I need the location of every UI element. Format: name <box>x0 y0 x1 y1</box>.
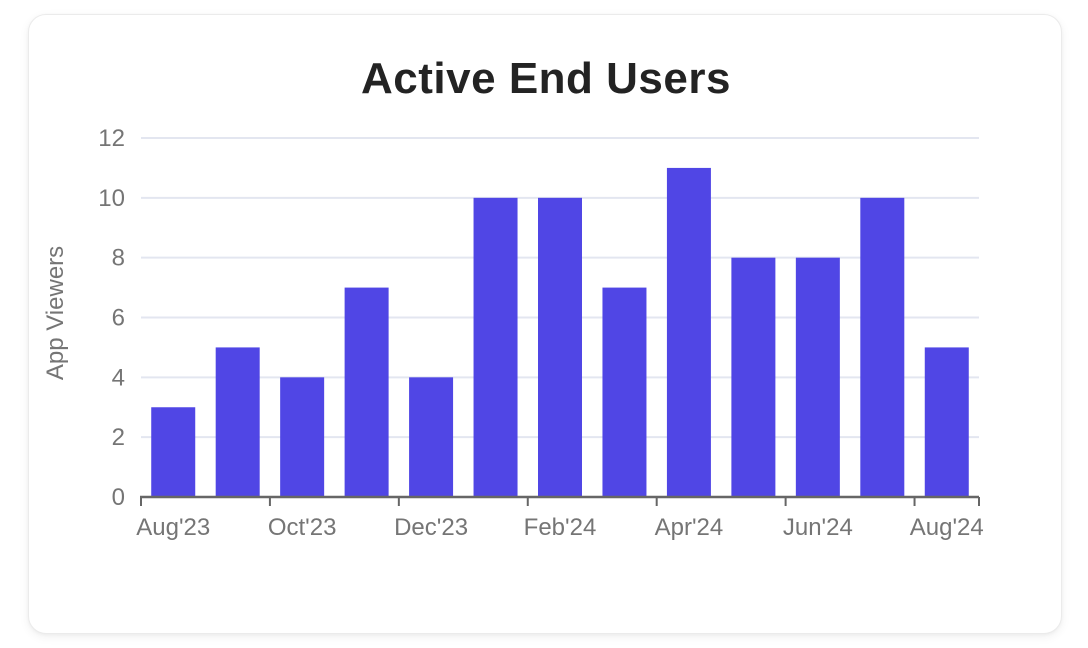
x-tick-Dec'23: Dec'23 <box>394 514 468 541</box>
y-tick-2: 2 <box>112 424 125 451</box>
bars-group <box>151 167 969 498</box>
bar-Feb'24[interactable] <box>538 197 582 498</box>
chart-title: Active End Users <box>361 54 731 103</box>
y-tick-12: 12 <box>98 125 125 152</box>
bar-Jan'24[interactable] <box>473 197 518 498</box>
bar-Aug'23[interactable] <box>151 407 196 497</box>
y-tick-6: 6 <box>112 305 125 332</box>
y-tick-10: 10 <box>98 185 125 212</box>
x-tick-Oct'23: Oct'23 <box>268 514 337 541</box>
bar-Dec'23[interactable] <box>409 377 454 497</box>
bar-May'24[interactable] <box>731 257 776 497</box>
x-axis: Aug'23 Oct'23 Dec'23 Feb'24 Apr'24 Jun'24 Aug'… <box>136 495 984 541</box>
bar-Jun'24[interactable] <box>795 257 840 497</box>
x-tick-Aug'23: Aug'23 <box>136 514 210 541</box>
y-tick-0: 0 <box>112 484 125 511</box>
bar-Mar'24[interactable] <box>602 287 647 497</box>
bar-chart: Active End Users App Viewers 0 2 4 6 8 10 12 A… <box>42 54 984 541</box>
bar-Jul'24[interactable] <box>860 197 905 498</box>
y-axis-tick-labels: 0 2 4 6 8 10 12 <box>98 125 125 511</box>
bar-Oct'23[interactable] <box>280 377 325 497</box>
y-tick-4: 4 <box>112 364 125 391</box>
x-tick-Apr'24: Apr'24 <box>655 514 724 541</box>
bar-Sep'23[interactable] <box>215 347 260 497</box>
y-tick-8: 8 <box>112 245 125 272</box>
x-tick-Jun'24: Jun'24 <box>783 514 853 541</box>
x-tick-Aug'24: Aug'24 <box>910 514 984 541</box>
bar-Aug'24[interactable] <box>924 347 969 497</box>
bar-Apr'24[interactable] <box>666 167 711 497</box>
x-tick-Feb'24: Feb'24 <box>524 514 597 541</box>
chart-card: Active End Users App Viewers 0 2 4 6 8 10 12 A… <box>28 14 1062 634</box>
y-axis-label: App Viewers <box>42 246 69 380</box>
bar-Nov'23[interactable] <box>344 287 389 497</box>
